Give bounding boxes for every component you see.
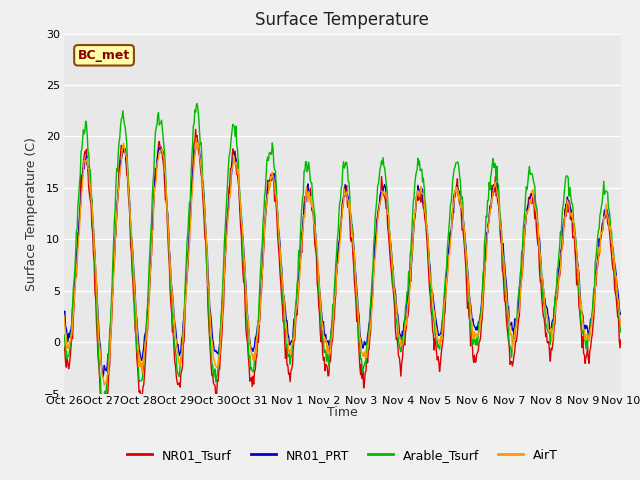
- AirT: [60, 313, 68, 319]
- Arable_Tsurf: [412, 174, 419, 180]
- Title: Surface Temperature: Surface Temperature: [255, 11, 429, 29]
- AirT: [215, 355, 223, 360]
- AirT: [428, 285, 436, 290]
- NR01_PRT: [617, 311, 625, 316]
- NR01_Tsurf: [128, 269, 136, 275]
- Line: AirT: AirT: [64, 138, 621, 385]
- NR01_Tsurf: [60, 344, 68, 349]
- Arable_Tsurf: [70, 277, 78, 283]
- NR01_Tsurf: [617, 337, 625, 343]
- AirT: [100, 382, 108, 388]
- NR01_PRT: [193, 136, 201, 142]
- Text: BC_met: BC_met: [78, 49, 130, 62]
- NR01_PRT: [412, 208, 419, 214]
- Arable_Tsurf: [185, 212, 193, 218]
- AirT: [617, 322, 625, 328]
- NR01_PRT: [185, 242, 193, 248]
- Y-axis label: Surface Temperature (C): Surface Temperature (C): [25, 137, 38, 290]
- NR01_PRT: [60, 310, 68, 315]
- Arable_Tsurf: [193, 101, 201, 107]
- Line: NR01_PRT: NR01_PRT: [64, 139, 621, 377]
- AirT: [193, 135, 200, 141]
- NR01_Tsurf: [215, 367, 223, 372]
- NR01_Tsurf: [100, 408, 108, 413]
- NR01_Tsurf: [412, 205, 419, 211]
- Arable_Tsurf: [617, 329, 625, 335]
- NR01_PRT: [99, 374, 107, 380]
- Arable_Tsurf: [215, 354, 223, 360]
- Arable_Tsurf: [100, 403, 108, 408]
- Arable_Tsurf: [60, 332, 68, 337]
- AirT: [70, 299, 78, 305]
- Arable_Tsurf: [428, 305, 436, 311]
- Arable_Tsurf: [128, 256, 136, 262]
- NR01_PRT: [70, 290, 78, 296]
- NR01_PRT: [215, 347, 223, 352]
- AirT: [185, 252, 193, 258]
- NR01_PRT: [428, 288, 436, 294]
- Line: Arable_Tsurf: Arable_Tsurf: [64, 104, 621, 406]
- NR01_Tsurf: [428, 313, 436, 319]
- NR01_Tsurf: [185, 245, 193, 251]
- NR01_PRT: [128, 240, 136, 246]
- AirT: [128, 243, 136, 249]
- X-axis label: Time: Time: [327, 407, 358, 420]
- NR01_Tsurf: [192, 126, 200, 132]
- Line: NR01_Tsurf: NR01_Tsurf: [64, 129, 621, 410]
- Legend: NR01_Tsurf, NR01_PRT, Arable_Tsurf, AirT: NR01_Tsurf, NR01_PRT, Arable_Tsurf, AirT: [122, 444, 563, 467]
- AirT: [412, 210, 419, 216]
- NR01_Tsurf: [70, 302, 78, 308]
